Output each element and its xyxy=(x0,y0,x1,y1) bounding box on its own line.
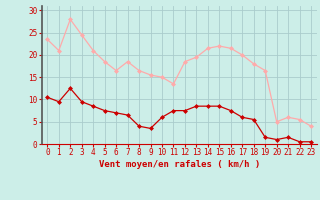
X-axis label: Vent moyen/en rafales ( km/h ): Vent moyen/en rafales ( km/h ) xyxy=(99,160,260,169)
